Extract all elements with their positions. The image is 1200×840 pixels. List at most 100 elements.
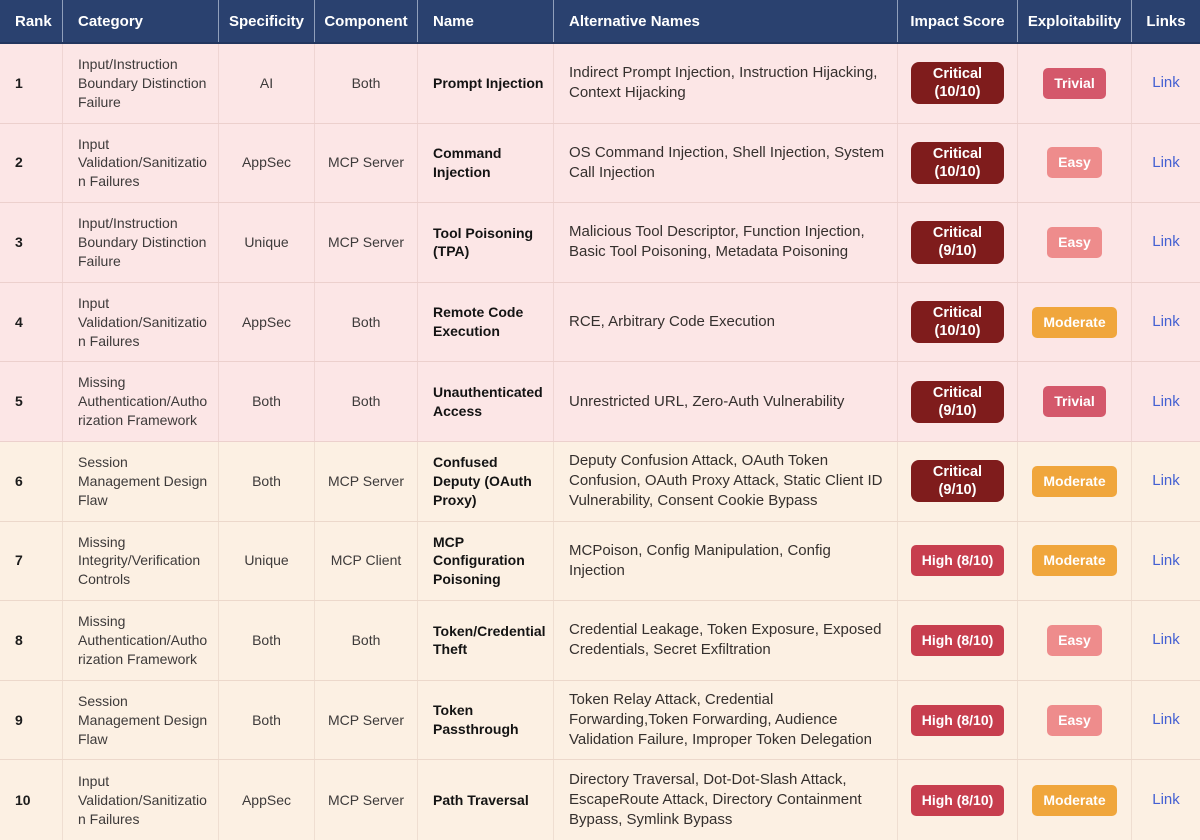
name-value: Remote Code Execution [433, 304, 524, 340]
impact-score-line2: (10/10) [934, 84, 981, 101]
cell-rank: 2 [0, 124, 62, 203]
row-link[interactable]: Link [1152, 791, 1180, 809]
table-row: 4 Input Validation/Sanitization Failures A… [0, 282, 1200, 363]
cell-links: Link [1131, 203, 1200, 282]
cell-links: Link [1131, 521, 1200, 601]
rank-value: 1 [15, 74, 23, 91]
cell-rank: 3 [0, 203, 62, 282]
cell-name: Unauthenticated Access [417, 362, 553, 441]
cell-component: Both [314, 44, 417, 123]
alternative-names-value: Malicious Tool Descriptor, Function Inje… [569, 223, 865, 261]
row-link[interactable]: Link [1152, 472, 1180, 490]
cell-component: MCP Server [314, 680, 417, 760]
category-value: Input Validation/Sanitization Failures [78, 772, 207, 827]
impact-score-badge: Critical (9/10) [911, 221, 1004, 264]
impact-score-line2: (9/10) [938, 402, 977, 419]
cell-exploitability: Easy [1017, 680, 1131, 760]
name-value: Command Injection [433, 145, 502, 180]
impact-score-line1: High (8/10) [921, 632, 994, 649]
row-link[interactable]: Link [1152, 74, 1180, 92]
exploitability-badge: Moderate [1032, 545, 1117, 577]
cell-category: Input Validation/Sanitization Failures [62, 123, 218, 203]
impact-score-line2: (9/10) [938, 482, 977, 499]
cell-category: Session Management Design Flaw [62, 680, 218, 760]
cell-links: Link [1131, 362, 1200, 441]
exploitability-badge: Moderate [1032, 784, 1117, 816]
specificity-value: Unique [244, 552, 289, 569]
cell-rank: 7 [0, 522, 62, 601]
cell-component: MCP Server [314, 123, 417, 203]
specificity-value: Both [252, 632, 281, 649]
impact-score-badge: High (8/10) [910, 625, 1005, 656]
cell-name: Remote Code Execution [417, 282, 553, 362]
exploitability-badge: Easy [1047, 704, 1102, 736]
component-value: Both [351, 74, 381, 91]
cell-component: MCP Server [314, 441, 417, 521]
category-value: Missing Authentication/Authorization Fra… [78, 613, 208, 667]
cell-impact-score: Critical (9/10) [897, 441, 1017, 521]
category-value: Missing Authentication/Authorization Fra… [78, 374, 208, 429]
cell-name: Command Injection [417, 123, 553, 203]
row-link[interactable]: Link [1152, 312, 1180, 330]
cell-rank: 9 [0, 681, 62, 760]
impact-score-badge: Critical (9/10) [911, 380, 1004, 423]
category-value: Session Management Design Flaw [78, 453, 208, 508]
column-header-rank: Rank [0, 0, 62, 42]
cell-impact-score: Critical (10/10) [897, 123, 1017, 203]
cell-alternative-names: Directory Traversal, Dot-Dot-Slash Attac… [553, 760, 897, 840]
impact-score-line2: (10/10) [934, 163, 981, 180]
impact-score-badge: Critical (10/10) [911, 300, 1004, 344]
specificity-value: AI [259, 74, 274, 91]
category-value: Input Validation/Sanitization Failures [78, 294, 207, 349]
cell-impact-score: High (8/10) [897, 601, 1017, 680]
alternative-names-value: Unrestricted URL, Zero-Auth Vulnerabilit… [569, 392, 845, 410]
cell-specificity: AppSec [218, 282, 314, 362]
cell-rank: 6 [0, 442, 62, 521]
row-link[interactable]: Link [1152, 631, 1180, 649]
component-value: Both [351, 393, 381, 410]
cell-category: Input Validation/Sanitization Failures [62, 282, 218, 362]
rank-value: 10 [15, 791, 31, 808]
cell-links: Link [1131, 680, 1200, 760]
table-row: 8 Missing Authentication/Authorization Fr… [0, 601, 1200, 681]
alternative-names-value: MCPoison, Config Manipulation, Config In… [569, 541, 831, 579]
cell-specificity: Both [218, 680, 314, 760]
cell-specificity: AI [218, 44, 314, 123]
cell-exploitability: Moderate [1017, 282, 1131, 362]
cell-exploitability: Moderate [1017, 760, 1131, 840]
name-value: Token Passthrough [433, 702, 519, 738]
cell-component: Both [314, 362, 417, 441]
cell-links: Link [1131, 44, 1200, 123]
cell-links: Link [1131, 123, 1200, 203]
row-link[interactable]: Link [1152, 233, 1180, 251]
cell-exploitability: Easy [1017, 123, 1131, 203]
rank-value: 6 [15, 472, 23, 489]
cell-specificity: AppSec [218, 123, 314, 203]
cell-specificity: Both [218, 601, 314, 680]
component-value: Both [351, 632, 381, 649]
cell-impact-score: Critical (9/10) [897, 203, 1017, 282]
name-value: Prompt Injection [433, 74, 544, 91]
row-link[interactable]: Link [1152, 392, 1180, 410]
cell-links: Link [1131, 441, 1200, 521]
exploitability-badge: Easy [1047, 147, 1102, 179]
cell-impact-score: Critical (9/10) [897, 362, 1017, 441]
impact-score-line1: Critical [932, 384, 983, 401]
impact-score-badge: Critical (9/10) [911, 460, 1004, 503]
specificity-value: Both [252, 472, 281, 489]
cell-rank: 8 [0, 601, 62, 680]
name-value: Token/Credential Theft [433, 622, 546, 658]
row-link[interactable]: Link [1152, 153, 1180, 171]
alternative-names-value: Directory Traversal, Dot-Dot-Slash Attac… [569, 770, 862, 829]
impact-score-badge: Critical (10/10) [911, 62, 1004, 105]
cell-specificity: Unique [218, 203, 314, 282]
component-value: MCP Server [328, 791, 404, 808]
rank-value: 9 [15, 711, 23, 728]
alternative-names-value: OS Command Injection, Shell Injection, S… [569, 143, 885, 181]
row-link[interactable]: Link [1152, 710, 1180, 728]
impact-score-line2: (9/10) [938, 243, 977, 260]
row-link[interactable]: Link [1152, 551, 1180, 569]
table-row: 2 Input Validation/Sanitization Failures A… [0, 123, 1200, 204]
rank-value: 5 [15, 393, 23, 410]
cell-alternative-names: OS Command Injection, Shell Injection, S… [553, 123, 897, 203]
